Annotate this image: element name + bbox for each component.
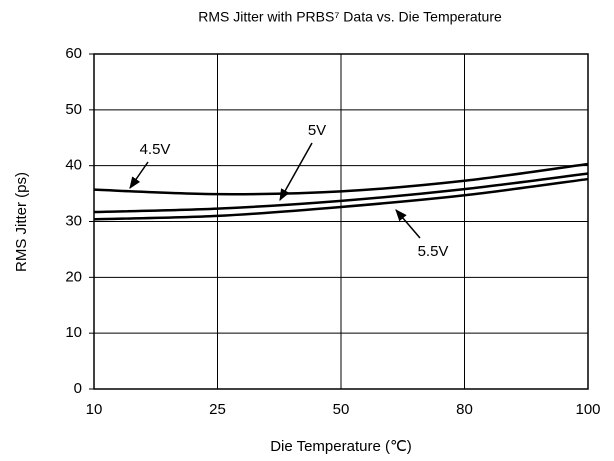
y-tick-label: 0 — [74, 380, 82, 397]
x-axis-label: Die Temperature (℃) — [270, 438, 412, 455]
y-tick-label: 50 — [65, 101, 82, 118]
y-tick-label: 30 — [65, 212, 82, 229]
y-tick-label: 20 — [65, 268, 82, 285]
series-line — [93, 162, 589, 196]
callout-arrow — [395, 209, 421, 239]
callout-arrow — [279, 142, 313, 202]
y-tick-label: 60 — [65, 45, 82, 62]
y-axis-label: RMS Jitter (ps) — [13, 172, 30, 272]
y-tick-label: 10 — [65, 324, 82, 341]
x-tick-label: 10 — [86, 401, 103, 418]
series-line — [93, 172, 589, 214]
series-label: 5V — [308, 122, 326, 139]
chart-title: RMS Jitter with PRBS⁷ Data vs. Die Tempe… — [198, 9, 502, 25]
x-tick-label: 80 — [456, 401, 473, 418]
series-label: 5.5V — [418, 243, 449, 260]
series-label: 4.5V — [140, 141, 171, 158]
series-line — [93, 177, 589, 221]
plot-frame — [93, 53, 589, 390]
x-tick-label: 50 — [333, 401, 350, 418]
callout-arrow — [129, 161, 149, 189]
x-tick-label: 25 — [209, 401, 226, 418]
x-tick-label: 100 — [575, 401, 600, 418]
y-tick-label: 40 — [65, 157, 82, 174]
